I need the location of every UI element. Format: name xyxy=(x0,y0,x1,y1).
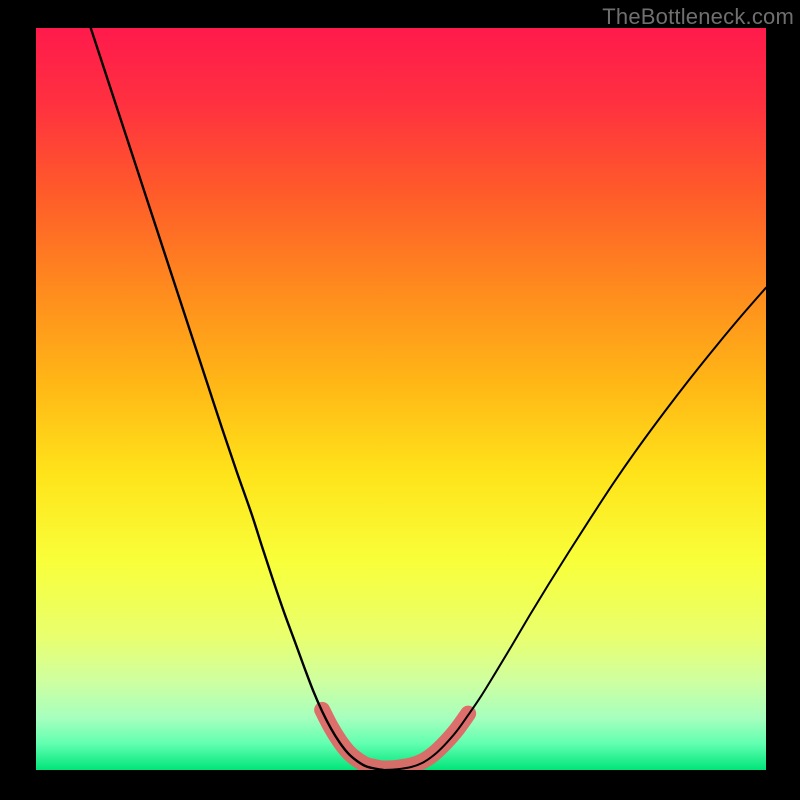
chart-frame: TheBottleneck.com xyxy=(0,0,800,800)
watermark-text: TheBottleneck.com xyxy=(602,4,794,30)
chart-svg xyxy=(36,28,766,770)
plot-area xyxy=(36,28,766,770)
gradient-background xyxy=(36,28,766,770)
